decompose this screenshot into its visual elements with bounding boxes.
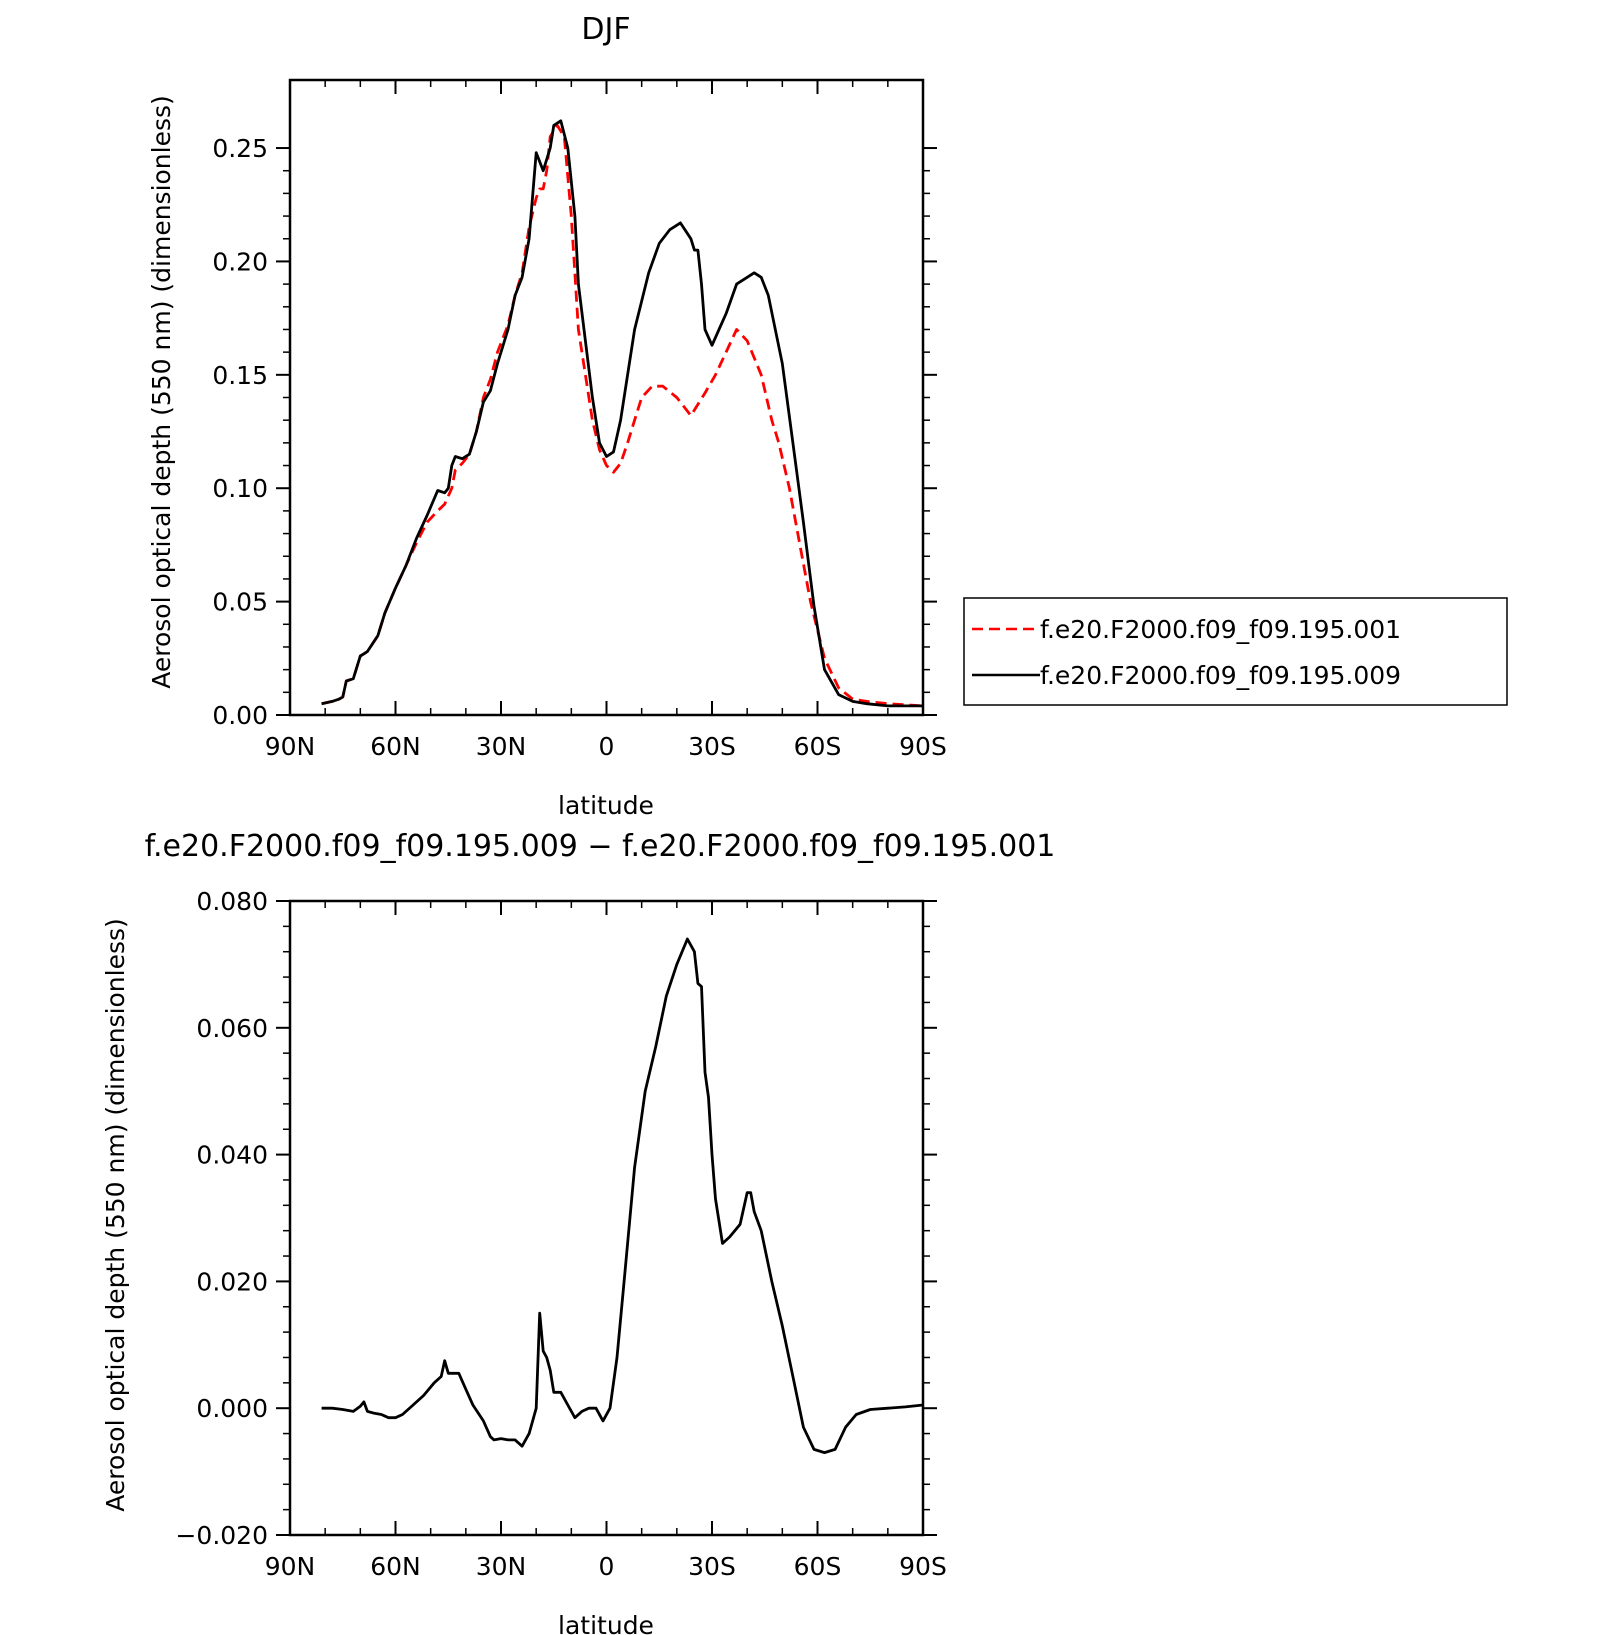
x-tick-label: 60N [370, 732, 421, 761]
x-tick-label: 0 [599, 1552, 615, 1581]
x-tick-label: 30N [476, 732, 527, 761]
legend-entry-2: f.e20.F2000.f09_f09.195.009 [1040, 661, 1401, 690]
series-line-2 [321, 119, 923, 708]
legend: f.e20.F2000.f09_f09.195.001 f.e20.F2000.… [963, 597, 1508, 706]
chart-title-difference: f.e20.F2000.f09_f09.195.009 − f.e20.F200… [145, 829, 1056, 864]
x-axis-label: latitude [558, 1611, 654, 1635]
legend-box [963, 597, 1508, 706]
x-tick-label: 30S [688, 732, 736, 761]
plot-frame [288, 899, 925, 1537]
y-tick-label: 0.080 [196, 887, 268, 916]
y-tick-label: 0.020 [196, 1267, 268, 1296]
y-axis-label: Aerosol optical depth (550 nm) (dimensio… [101, 918, 130, 1512]
tick-marks [276, 80, 937, 716]
legend-entry-1: f.e20.F2000.f09_f09.195.001 [1040, 615, 1401, 644]
x-tick-label: 30S [688, 1552, 736, 1581]
panel-bottom: f.e20.F2000.f09_f09.195.009 − f.e20.F200… [101, 829, 1055, 1635]
x-tick-label: 60S [794, 732, 842, 761]
series-layer [321, 937, 924, 1454]
tick-marks [276, 900, 937, 1536]
y-tick-label: 0.060 [196, 1014, 268, 1043]
x-tick-label: 0 [599, 732, 615, 761]
x-tick-label: 90S [899, 1552, 947, 1581]
y-tick-label: 0.15 [212, 361, 268, 390]
y-tick-label: 0.00 [212, 701, 268, 730]
panel-top: DJF 90N 60N 30N 0 30S 60S 90S 0.00 0.05 0.10 0.15 0… [147, 12, 1508, 820]
chart-title: DJF [581, 12, 630, 47]
x-axis-label: latitude [558, 791, 654, 820]
x-tick-label: 60S [794, 1552, 842, 1581]
x-tick-label: 90N [265, 732, 316, 761]
y-tick-label: 0.25 [212, 134, 268, 163]
y-axis-label: Aerosol optical depth (550 nm) (dimensio… [147, 95, 176, 689]
x-tick-label: 90N [265, 1552, 316, 1581]
y-tick-label: 0.040 [196, 1141, 268, 1170]
y-tick-label: 0.10 [212, 474, 268, 503]
series-line-1 [321, 937, 924, 1454]
series-layer [321, 119, 924, 708]
plot-frame [288, 78, 925, 717]
x-tick-label: 60N [370, 1552, 421, 1581]
tick-labels: 90N 60N 30N 0 30S 60S 90S 0.00 0.05 0.10 0.15 0.20 0… [212, 134, 947, 761]
y-tick-label: 0.000 [196, 1394, 268, 1423]
y-tick-label: −0.020 [175, 1521, 268, 1550]
x-tick-label: 90S [899, 732, 947, 761]
y-tick-label: 0.05 [212, 588, 268, 617]
y-tick-label: 0.20 [212, 247, 268, 276]
tick-labels: 90N 60N 30N 0 30S 60S 90S −0.020 0.000 0.020 0.040… [175, 887, 946, 1581]
x-tick-label: 30N [476, 1552, 527, 1581]
